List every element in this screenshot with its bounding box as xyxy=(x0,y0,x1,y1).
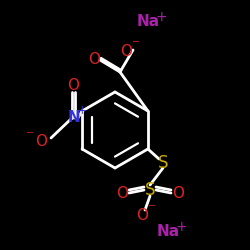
Text: ⁻: ⁻ xyxy=(148,202,156,216)
Text: N: N xyxy=(68,110,80,126)
Text: Na: Na xyxy=(156,224,180,240)
Text: S: S xyxy=(145,181,155,199)
Text: O: O xyxy=(88,52,100,68)
Text: ⁻: ⁻ xyxy=(132,38,140,52)
Text: O: O xyxy=(116,186,128,200)
Text: +: + xyxy=(77,104,87,117)
Text: +: + xyxy=(175,220,187,234)
Text: Na: Na xyxy=(136,14,160,30)
Text: O: O xyxy=(172,186,184,200)
Text: O: O xyxy=(67,78,79,92)
Text: S: S xyxy=(158,154,168,172)
Text: ⁻: ⁻ xyxy=(26,128,34,144)
Text: +: + xyxy=(155,10,167,24)
Text: O: O xyxy=(120,44,132,60)
Text: O: O xyxy=(136,208,148,224)
Text: O: O xyxy=(35,134,47,150)
